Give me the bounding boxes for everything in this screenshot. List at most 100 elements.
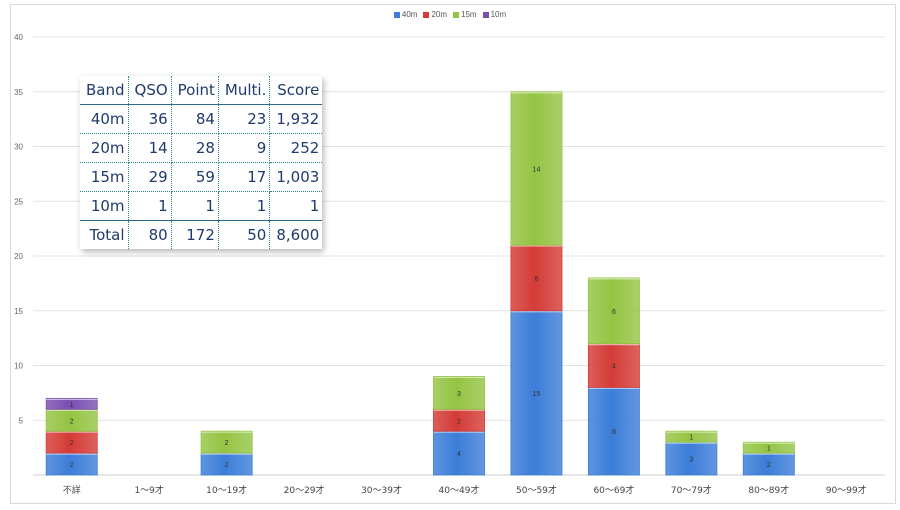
bar-segment: [587, 343, 640, 388]
data-label: 1: [70, 402, 74, 409]
score-table: Band QSO Point Multi. Score 40m 36 84 23…: [80, 76, 323, 249]
data-label: 1: [689, 435, 693, 442]
header-qso: QSO: [128, 76, 172, 105]
legend-item: 40m: [393, 10, 418, 19]
data-label: 2: [70, 462, 74, 469]
table-cell: 50: [218, 220, 271, 249]
data-label: 1: [767, 446, 771, 453]
legend-swatch: [482, 11, 489, 18]
bar-segment: [510, 91, 563, 246]
table-cell: 1,003: [269, 162, 323, 192]
table-cell: 9: [218, 133, 271, 163]
table-cell: 84: [171, 104, 219, 134]
table-cell: 1: [128, 191, 172, 221]
table-row: 15m 29 59 17 1,003: [80, 162, 323, 192]
table-cell: 40m: [80, 104, 129, 134]
table-cell: 29: [128, 162, 172, 192]
header-multi: Multi.: [218, 76, 271, 105]
table-cell: Total: [80, 220, 129, 249]
x-tick-label: 30〜39才: [361, 484, 402, 496]
data-label: 2: [457, 418, 461, 425]
bar-segment: [433, 430, 485, 476]
bar-segment: [45, 397, 98, 410]
table-header-row: Band QSO Point Multi. Score: [80, 76, 323, 105]
legend-label: 20m: [431, 10, 447, 19]
table-cell: 80: [128, 220, 172, 249]
x-tick-label: 40〜49才: [439, 484, 480, 496]
legend-item: 15m: [453, 10, 477, 19]
x-tick-label: 1〜9才: [134, 484, 163, 496]
bar-segment: [665, 430, 718, 443]
x-tick-label: 80〜89才: [748, 484, 789, 496]
table-cell: 20m: [80, 133, 129, 163]
legend-label: 40m: [401, 10, 418, 19]
table-row: 10m 1 1 1 1: [80, 191, 322, 221]
bar-segment: [510, 244, 563, 312]
legend-item: 20m: [423, 10, 447, 19]
table-cell: 1,932: [269, 104, 323, 134]
data-label: 6: [535, 276, 539, 283]
legend-swatch: [423, 11, 430, 18]
data-label: 2: [767, 462, 771, 469]
x-tick-label: 不詳: [63, 484, 81, 496]
data-label: 2: [70, 418, 74, 425]
data-label: 2: [225, 462, 229, 469]
x-tick-label: 70〜79才: [671, 484, 712, 496]
data-label: 2: [70, 440, 74, 447]
x-tick-label: 90〜99才: [826, 484, 867, 496]
table-cell: 28: [171, 133, 219, 163]
y-tick-label: 40: [14, 33, 23, 42]
table-row: 20m 14 28 9 252: [80, 133, 323, 163]
header-point: Point: [171, 76, 219, 105]
data-label: 4: [612, 364, 616, 371]
table-cell: 17: [218, 162, 271, 192]
table-cell: 172: [171, 220, 219, 249]
header-band: Band: [80, 76, 129, 105]
data-label: 14: [533, 166, 541, 173]
table-cell: 1: [309, 196, 320, 215]
data-label: 15: [533, 391, 541, 398]
bar-segment: [665, 441, 718, 476]
x-tick-label: 20〜29才: [284, 484, 325, 496]
chart-legend: 40m 20m 15m 10m: [0, 10, 900, 20]
y-tick-label: 35: [14, 88, 23, 97]
bar-segment: [433, 376, 485, 410]
table-cell: 252: [269, 133, 323, 163]
data-label: 6: [612, 309, 616, 316]
bar-segment: [742, 441, 795, 454]
x-tick-label: 10〜19才: [206, 484, 247, 496]
table-cell: 1: [171, 191, 219, 221]
y-tick-label: 15: [14, 307, 23, 316]
data-label: 3: [689, 457, 693, 464]
bar-segment: [587, 277, 640, 344]
legend-swatch: [453, 11, 459, 18]
table-cell: 10m: [80, 191, 129, 221]
legend-item: 10m: [482, 10, 507, 19]
header-score: Score: [269, 76, 323, 105]
legend-swatch: [393, 11, 400, 18]
table-cell: 15m: [80, 162, 129, 192]
table-cell: 14: [128, 133, 172, 163]
y-tick-label: 10: [14, 362, 23, 371]
data-label: 4: [457, 451, 461, 458]
bar-segment: [587, 386, 640, 476]
y-tick-label: 30: [14, 143, 23, 152]
legend-label: 10m: [490, 10, 507, 19]
data-label: 3: [457, 391, 461, 398]
table-total-row: Total 80 172 50 8,600: [80, 220, 323, 249]
table-row: 40m 36 84 23 1,932: [80, 104, 323, 134]
y-tick-label: 5: [19, 416, 24, 425]
data-label: 8: [612, 429, 616, 436]
bar-segment: [200, 430, 253, 454]
x-tick-label: 60〜69才: [593, 484, 634, 496]
table-cell: 36: [128, 104, 172, 134]
data-label: 2: [225, 440, 229, 447]
table-cell: 1: [218, 191, 271, 221]
x-tick-label: 50〜59才: [516, 484, 557, 496]
table-cell: 59: [171, 162, 219, 192]
table-cell: 8,600: [269, 220, 323, 249]
y-tick-label: 25: [14, 197, 23, 206]
table-cell: 23: [218, 104, 271, 134]
y-tick-label: 20: [14, 252, 23, 261]
legend-label: 15m: [461, 10, 477, 19]
